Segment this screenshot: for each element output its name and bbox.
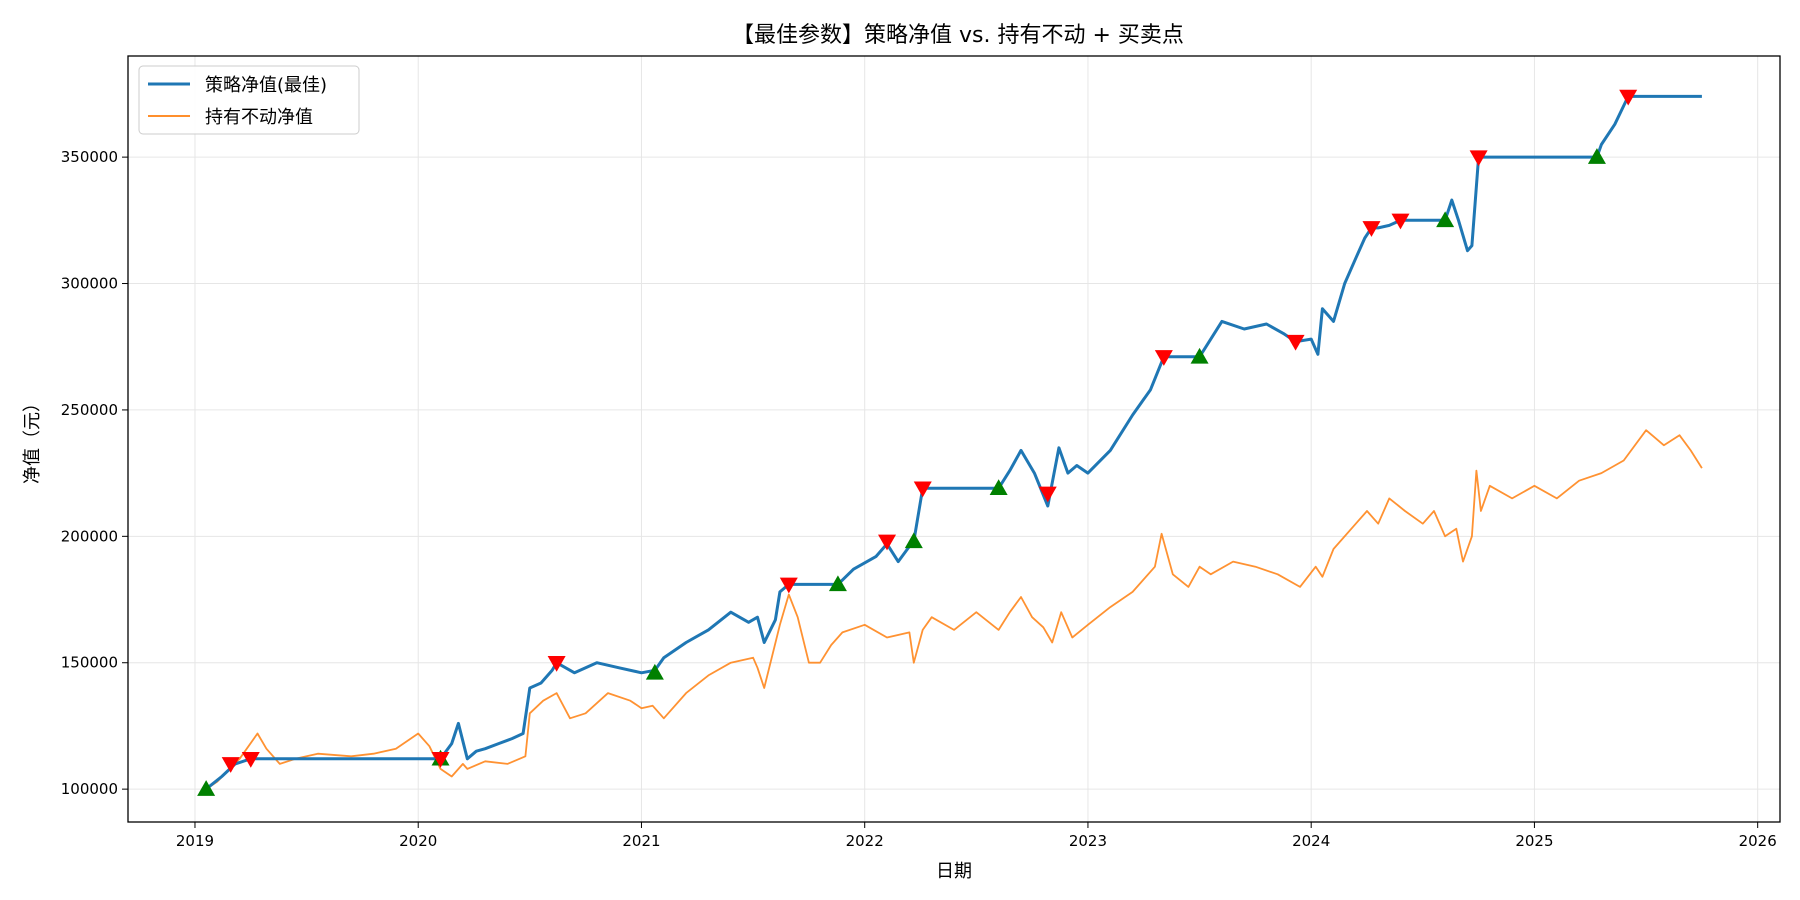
marker-layer: [197, 89, 1638, 796]
buy-hold-line: [205, 429, 1703, 790]
y-tick-label: 250000: [61, 401, 118, 419]
buy-marker: [645, 663, 664, 680]
x-axis-label: 日期: [936, 861, 972, 882]
x-tick-label: 2022: [846, 832, 884, 850]
sell-marker: [1619, 89, 1638, 106]
legend-label-hold: 持有不动净值: [205, 107, 313, 128]
x-tick-label: 2019: [176, 832, 214, 850]
strategy-line: [205, 94, 1702, 791]
chart-title: 【最佳参数】策略净值 vs. 持有不动 + 买卖点: [732, 23, 1184, 48]
sell-marker: [1362, 221, 1381, 237]
y-tick-label: 150000: [61, 654, 118, 672]
legend-box: [138, 65, 360, 135]
buy-marker: [197, 780, 216, 796]
buy-marker: [1190, 347, 1209, 364]
x-tick-label: 2021: [622, 832, 660, 850]
sell-marker: [1154, 350, 1173, 366]
buy-marker: [904, 532, 923, 549]
sell-marker: [221, 757, 240, 773]
buy-marker: [1436, 211, 1455, 228]
y-tick-label: 100000: [61, 780, 118, 798]
legend: 策略净值(最佳) 持有不动净值: [138, 65, 360, 135]
grid-lines: [128, 56, 1780, 822]
x-tick-label: 2020: [399, 832, 437, 850]
x-axis: 2019 2020 2021 2022 2023 2024 2025 2026: [176, 822, 1777, 850]
legend-label-strategy: 策略净值(最佳): [205, 75, 327, 96]
sell-marker: [779, 577, 798, 594]
plot-frame: [127, 55, 1781, 823]
x-tick-label: 2023: [1069, 832, 1107, 850]
sell-marker: [1038, 486, 1057, 503]
x-tick-label: 2026: [1739, 832, 1777, 850]
x-tick-label: 2024: [1292, 832, 1330, 850]
series-layer: [205, 94, 1703, 791]
x-tick-label: 2025: [1515, 832, 1553, 850]
sell-marker: [1469, 150, 1488, 167]
sell-marker: [913, 481, 932, 498]
y-tick-label: 300000: [61, 275, 118, 293]
sell-marker: [1286, 334, 1305, 351]
y-axis-label: 净值（元）: [22, 394, 43, 484]
y-tick-label: 350000: [61, 148, 118, 166]
y-tick-label: 200000: [61, 527, 118, 545]
sell-marker: [1391, 213, 1410, 230]
buy-marker: [989, 479, 1008, 496]
buy-marker: [1587, 148, 1606, 164]
sell-marker: [547, 655, 566, 672]
y-axis: 100000 150000 200000 250000 300000 350000: [61, 148, 128, 798]
buy-marker: [828, 575, 847, 592]
sell-marker: [431, 752, 450, 768]
sell-marker: [241, 752, 260, 768]
sell-marker: [878, 534, 897, 551]
